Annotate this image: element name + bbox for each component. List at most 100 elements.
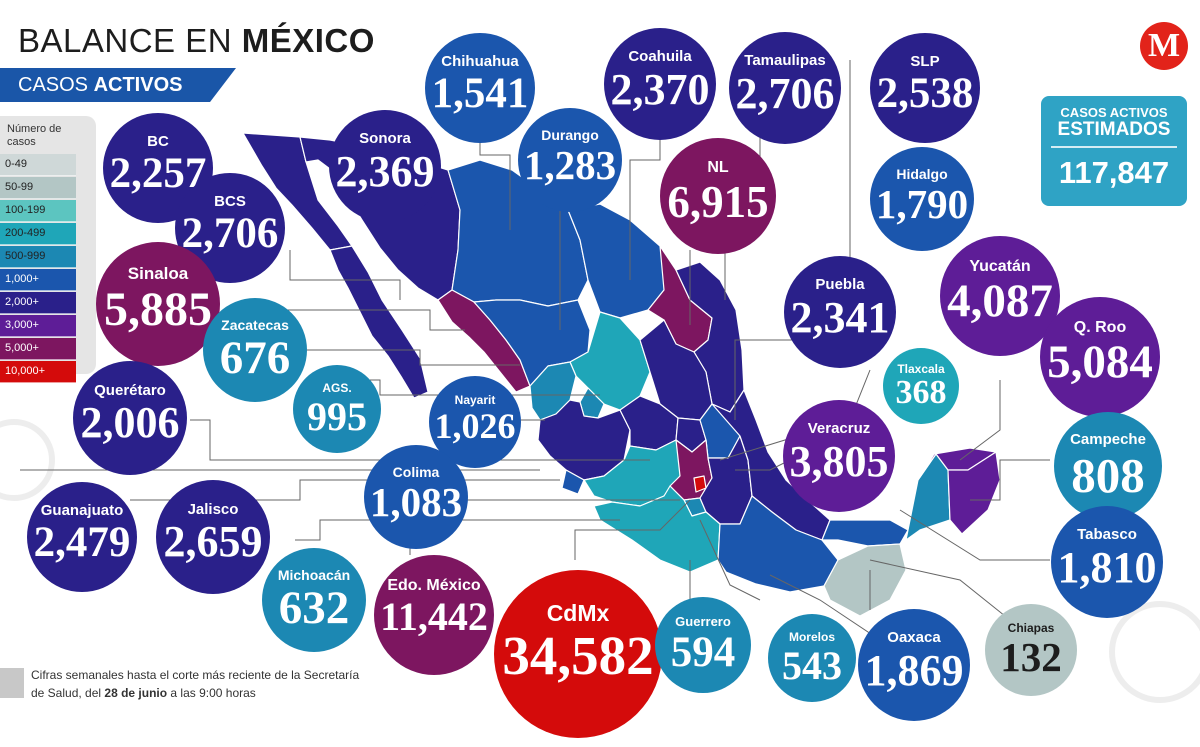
bubble-edo-m-xico: Edo. México 11,442 bbox=[374, 555, 494, 675]
bubble-state-name: BC bbox=[147, 133, 169, 150]
bubble-state-name: Veracruz bbox=[807, 420, 871, 437]
bubble-case-count: 594 bbox=[670, 629, 736, 676]
bubble-sinaloa: Sinaloa 5,885 bbox=[96, 242, 220, 366]
bubble-state-name: Colima bbox=[392, 464, 440, 480]
bubble-state-name: NL bbox=[707, 159, 729, 176]
bubble-case-count: 132 bbox=[1000, 634, 1062, 680]
bubble-state-name: Zacatecas bbox=[221, 317, 289, 333]
bubble-state-name: Chiapas bbox=[1007, 621, 1055, 635]
legend-item-label: 3,000+ bbox=[5, 319, 39, 331]
bubble-case-count: 543 bbox=[782, 643, 842, 688]
subtitle-bold: ACTIVOS bbox=[93, 74, 183, 96]
bubble-state-name: Guanajuato bbox=[40, 502, 124, 519]
legend-item: 500-999 bbox=[0, 246, 76, 268]
bubble-case-count: 5,885 bbox=[104, 283, 212, 336]
total-value: 117,847 bbox=[1058, 155, 1170, 190]
legend-item-label: 50-99 bbox=[5, 181, 34, 193]
bubble-slp: SLP 2,538 bbox=[870, 33, 980, 143]
title-bold: MÉXICO bbox=[241, 22, 375, 59]
bubble-case-count: 2,479 bbox=[33, 519, 131, 566]
legend-item: 100-199 bbox=[0, 200, 76, 222]
bubble-state-name: AGS. bbox=[322, 381, 352, 395]
page-title: BALANCE EN MÉXICO bbox=[18, 22, 375, 60]
legend-item: 10,000+ bbox=[0, 361, 76, 383]
bubble-veracruz: Veracruz 3,805 bbox=[783, 400, 895, 512]
bubble-case-count: 3,805 bbox=[789, 437, 889, 486]
bubble-case-count: 5,084 bbox=[1047, 336, 1153, 388]
bubble-jalisco: Jalisco 2,659 bbox=[156, 480, 270, 594]
bubble-chihuahua: Chihuahua 1,541 bbox=[425, 33, 535, 143]
legend-item: 5,000+ bbox=[0, 338, 76, 360]
bubble-case-count: 2,006 bbox=[80, 398, 180, 447]
bubble-state-name: Guerrero bbox=[675, 614, 731, 629]
bubble-case-count: 1,541 bbox=[431, 70, 529, 117]
bubble-guerrero: Guerrero 594 bbox=[655, 597, 751, 693]
bubble-state-name: Yucatán bbox=[969, 258, 1031, 275]
bubble-case-count: 34,582 bbox=[502, 625, 654, 686]
bubble-state-name: Tabasco bbox=[1077, 526, 1137, 543]
footnote-tail: a las 9:00 horas bbox=[167, 686, 256, 700]
bubble-durango: Durango 1,283 bbox=[518, 108, 622, 212]
bubble-sonora: Sonora 2,369 bbox=[329, 110, 441, 222]
bubble-cdmx: CdMx 34,582 bbox=[494, 570, 662, 738]
bubble-case-count: 676 bbox=[219, 332, 291, 384]
legend-item: 2,000+ bbox=[0, 292, 76, 314]
bubble-state-name: Puebla bbox=[815, 276, 865, 293]
bubble-state-name: SLP bbox=[910, 53, 940, 70]
bubble-q-roo: Q. Roo 5,084 bbox=[1040, 297, 1160, 417]
legend: Número de casos 0-49 50-99 100-199 200-499 5… bbox=[0, 116, 96, 383]
footnote-date: 28 de junio bbox=[104, 686, 168, 700]
legend-item-label: 1,000+ bbox=[5, 273, 39, 285]
bubble-guanajuato: Guanajuato 2,479 bbox=[27, 482, 137, 592]
subtitle-bar bbox=[0, 68, 236, 102]
total-box: CASOS ACTIVOS ESTIMADOS 117,847 bbox=[1041, 96, 1187, 206]
bubble-state-name: Edo. México bbox=[387, 577, 481, 594]
bubble-state-name: Sonora bbox=[359, 130, 411, 147]
total-label-line2: ESTIMADOS bbox=[1057, 119, 1171, 140]
bubble-oaxaca: Oaxaca 1,869 bbox=[858, 609, 970, 721]
footnote: Cifras semanales hasta el corte más reci… bbox=[31, 666, 361, 702]
bubble-morelos: Morelos 543 bbox=[768, 614, 856, 702]
bubble-state-name: Michoacán bbox=[277, 567, 351, 583]
bubble-state-name: Jalisco bbox=[187, 501, 239, 518]
bubble-case-count: 4,087 bbox=[947, 275, 1053, 327]
bubble-case-count: 1,083 bbox=[369, 479, 463, 525]
bubble-ags: AGS. 995 bbox=[293, 365, 381, 453]
legend-item-label: 100-199 bbox=[5, 204, 46, 216]
map-states bbox=[242, 132, 1001, 617]
bubble-case-count: 632 bbox=[278, 582, 350, 634]
bubble-case-count: 6,915 bbox=[667, 177, 769, 227]
bubble-quer-taro: Querétaro 2,006 bbox=[73, 361, 187, 475]
bubble-state-name: Nayarit bbox=[454, 393, 496, 407]
bubble-campeche: Campeche 808 bbox=[1054, 412, 1162, 520]
bubble-coahuila: Coahuila 2,370 bbox=[604, 28, 716, 140]
total-divider bbox=[1051, 146, 1177, 148]
bubble-state-name: Q. Roo bbox=[1073, 319, 1127, 336]
bubble-nl: NL 6,915 bbox=[660, 138, 776, 254]
title-light: BALANCE EN bbox=[18, 22, 242, 59]
bubble-colima: Colima 1,083 bbox=[364, 445, 468, 549]
bubble-state-name: Durango bbox=[541, 127, 599, 143]
bubble-case-count: 2,370 bbox=[610, 65, 710, 114]
bubble-state-name: Coahuila bbox=[628, 48, 692, 65]
legend-item: 1,000+ bbox=[0, 269, 76, 291]
bubble-state-name: Querétaro bbox=[94, 382, 166, 399]
bubble-state-name: Oaxaca bbox=[887, 629, 941, 646]
bubble-michoac-n: Michoacán 632 bbox=[262, 548, 366, 652]
bubble-tlaxcala: Tlaxcala 368 bbox=[883, 348, 959, 424]
bubble-state-name: Tamaulipas bbox=[744, 52, 826, 69]
bubble-state-name: Chihuahua bbox=[441, 53, 519, 70]
legend-item: 0-49 bbox=[0, 154, 76, 176]
bubble-state-name: Sinaloa bbox=[127, 264, 189, 283]
subtitle-light: CASOS bbox=[18, 74, 94, 96]
bubble-case-count: 1,810 bbox=[1057, 543, 1157, 592]
milenio-logo: M bbox=[1140, 22, 1188, 70]
legend-item-label: 0-49 bbox=[5, 158, 28, 170]
total-label-line1: CASOS ACTIVOS bbox=[1060, 105, 1168, 120]
footnote-text: Cifras semanales hasta el corte más reci… bbox=[31, 668, 360, 700]
bubble-case-count: 1,869 bbox=[864, 646, 964, 695]
bubble-case-count: 2,659 bbox=[163, 517, 263, 566]
bubble-case-count: 2,706 bbox=[181, 210, 279, 257]
